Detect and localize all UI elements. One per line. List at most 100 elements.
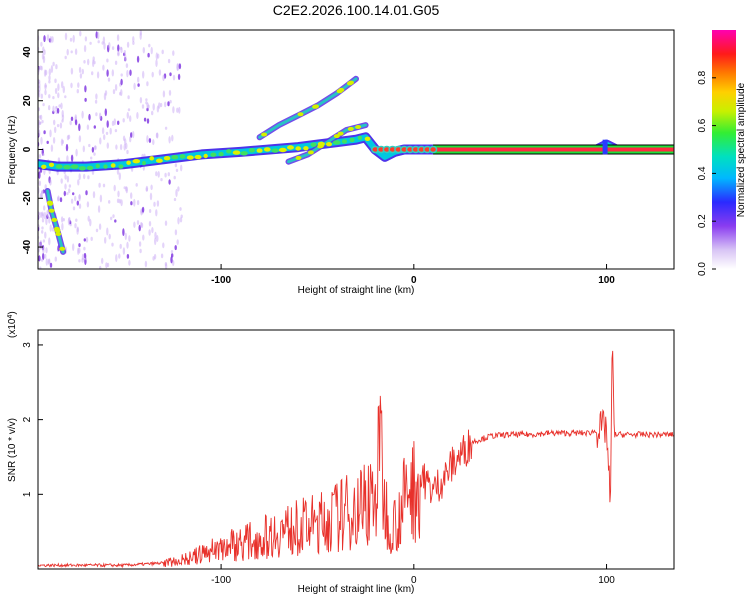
branch-blob (336, 89, 343, 94)
noise-speckle (76, 89, 80, 94)
noise-speckle (61, 81, 64, 89)
noise-speckle (147, 52, 150, 58)
noise-speckle (136, 55, 140, 63)
noise-speckle (116, 168, 120, 175)
noise-speckle (180, 164, 183, 172)
noise-speckle (136, 220, 140, 225)
ridge-blob (110, 163, 116, 168)
noise-speckle (43, 211, 47, 220)
noise-speckle (68, 184, 72, 188)
noise-speckle (112, 214, 115, 219)
branch-blob (337, 131, 344, 136)
ridge-blob (278, 147, 287, 153)
noise-speckle (157, 171, 160, 178)
noise-speckle (78, 259, 81, 263)
noise-speckle (126, 69, 129, 78)
noise-speckle (104, 236, 107, 244)
colorbar-label: Normalized spectral amplitude (736, 82, 747, 217)
ridge-blob (63, 165, 71, 170)
noise-speckle (123, 186, 126, 190)
noise-speckle (74, 48, 78, 55)
ridge-blob (194, 154, 202, 160)
noise-speckle (49, 179, 52, 186)
noise-speckle (156, 235, 159, 242)
noise-speckle (38, 255, 41, 262)
noise-speckle (41, 226, 44, 230)
noise-speckle (171, 134, 174, 142)
branch-blob (51, 217, 58, 222)
colorbar-gradient (712, 30, 736, 269)
noise-speckle (113, 118, 117, 126)
noise-speckle (179, 207, 182, 211)
branch-blob (47, 201, 54, 206)
noise-speckle (57, 83, 60, 91)
noise-speckle (164, 101, 167, 108)
noise-speckle (128, 235, 131, 242)
noise-speckle (174, 163, 178, 168)
noise-speckle (105, 131, 109, 135)
snr-series-line (38, 350, 674, 569)
noise-speckle (39, 242, 42, 250)
noise-speckle (38, 154, 42, 159)
noise-speckle (161, 49, 164, 55)
ridge-blob (171, 155, 179, 160)
noise-speckle (158, 102, 161, 109)
noise-speckle (83, 173, 86, 180)
noise-speckle (117, 50, 120, 56)
noise-speckle (127, 95, 130, 100)
noise-speckle (48, 105, 51, 111)
noise-speckle (95, 93, 98, 100)
noise-speckle (162, 74, 165, 82)
noise-speckle (94, 99, 98, 104)
noise-speckle (95, 228, 99, 233)
noise-speckle (86, 124, 90, 130)
ridge-blob (103, 164, 108, 169)
noise-speckle (48, 237, 51, 246)
y-tick-label: 0 (22, 146, 33, 152)
noise-speckle (83, 45, 87, 53)
snr-panel: -100 0 100 1 2 3 Height of straight line (km)… (7, 311, 675, 595)
ridge-blob (332, 140, 341, 145)
noise-speckle (104, 108, 108, 117)
noise-speckle (52, 61, 55, 67)
branch-blob (355, 125, 362, 129)
noise-speckle (42, 239, 46, 243)
snr-y-axis-label: SNR (10 * v/v) (7, 418, 18, 482)
noise-speckle (98, 223, 102, 230)
noise-speckle (62, 85, 65, 94)
branch-blob (48, 208, 55, 213)
noise-speckle (60, 138, 64, 146)
noise-speckle (133, 221, 136, 228)
y-tick-label: 40 (22, 46, 33, 58)
noise-speckle (39, 65, 42, 70)
noise-speckle (72, 34, 75, 43)
ridge-blob (126, 160, 131, 165)
ridge-blob (186, 155, 194, 160)
ridge-blob (349, 137, 355, 143)
noise-speckle (78, 247, 81, 254)
noise-speckle (175, 168, 179, 172)
noise-speckle (125, 186, 128, 194)
ridge-blob (303, 146, 309, 151)
noise-speckle (122, 118, 125, 123)
noise-speckle (124, 53, 127, 62)
noise-speckle (44, 184, 47, 190)
noise-speckle (148, 209, 152, 213)
noise-speckle (120, 78, 123, 86)
noise-speckle (87, 58, 90, 66)
noise-speckle (156, 200, 160, 207)
noise-speckle (70, 154, 74, 162)
noise-speckle (114, 60, 118, 65)
noise-speckle (44, 69, 48, 76)
noise-speckle (148, 229, 151, 236)
noise-speckle (102, 36, 106, 44)
ridge-blob (218, 151, 224, 157)
noise-speckle (145, 101, 148, 105)
noise-speckle (129, 69, 132, 76)
ridge-blob (232, 150, 241, 155)
noise-speckle (46, 209, 49, 217)
noise-speckle (106, 58, 109, 63)
noise-speckle (45, 258, 48, 266)
noise-speckle (173, 175, 176, 180)
y-tick-label: 20 (22, 95, 33, 107)
